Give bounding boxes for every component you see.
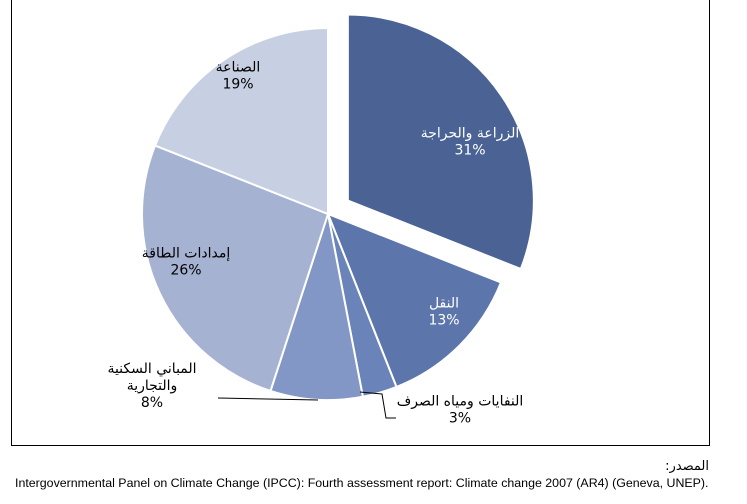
slice-label-0: الزراعة والحراجة	[421, 126, 520, 142]
slice-label-3: المباني السكنية	[107, 361, 196, 377]
slice-value-3: 8%	[141, 395, 163, 411]
leader-line-2	[359, 391, 396, 419]
pie-slice-1	[326, 212, 503, 389]
leader-line-3	[217, 397, 319, 401]
slice-value-1: 13%	[428, 313, 459, 329]
slice-value-5: 19%	[222, 77, 253, 93]
chart-frame	[11, 0, 710, 446]
slice-value-0: 31%	[454, 143, 485, 159]
slice-value-4: 26%	[170, 263, 201, 279]
slice-label-1: النقل	[429, 296, 459, 312]
slice-label-3: والتجارية	[127, 378, 178, 394]
slice-label-4: إمدادات الطاقة	[142, 246, 231, 262]
source-text: Intergovernmental Panel on Climate Chang…	[15, 476, 709, 490]
slice-label-2: النفايات ومياه الصرف	[397, 394, 524, 410]
slice-label-5: الصناعة	[216, 60, 261, 76]
pie-slice-0	[346, 13, 535, 271]
pie-slice-4	[141, 144, 330, 393]
source-label: المصدر:	[665, 459, 709, 474]
pie-slice-5	[153, 26, 329, 216]
slice-value-2: 3%	[449, 411, 471, 427]
